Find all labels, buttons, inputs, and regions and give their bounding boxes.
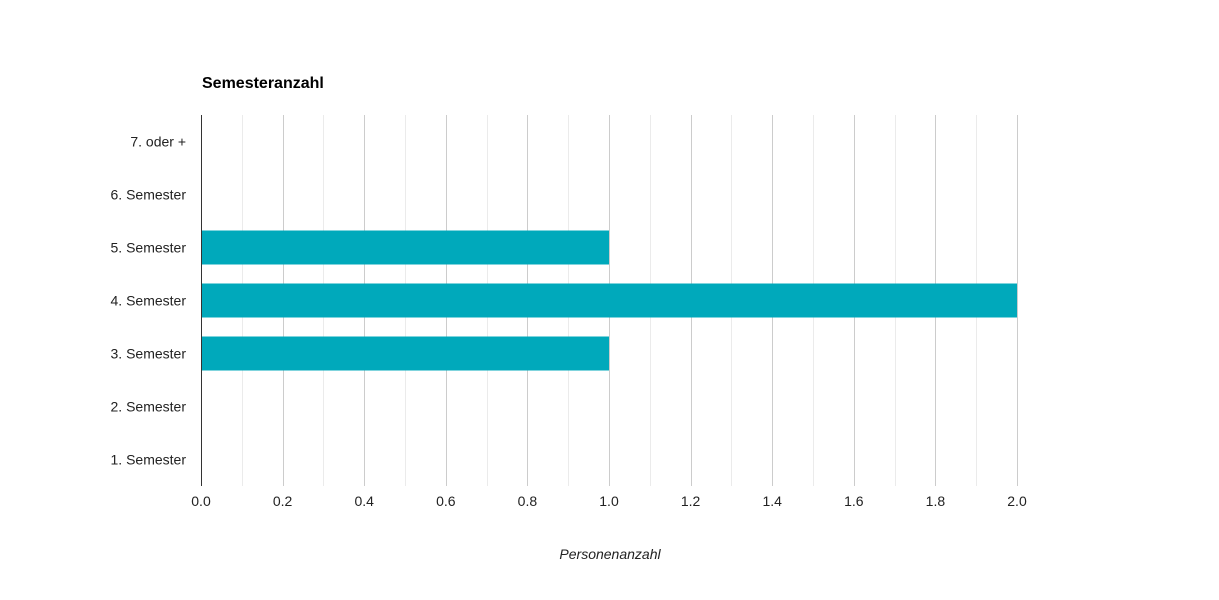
x-tick-label: 2.0 (1007, 493, 1027, 509)
x-tick-label: 0.2 (273, 493, 293, 509)
x-axis-title: Personenanzahl (559, 546, 661, 562)
y-tick-label: 4. Semester (111, 293, 187, 309)
y-tick-label: 7. oder + (130, 134, 186, 150)
x-tick-label: 1.6 (844, 493, 864, 509)
y-tick-label: 3. Semester (111, 346, 187, 362)
x-tick-label: 0.0 (191, 493, 211, 509)
bars (201, 124, 1017, 477)
chart-title: Semesteranzahl (202, 75, 324, 92)
y-tick-label: 1. Semester (111, 452, 187, 468)
x-tick-label: 0.8 (518, 493, 538, 509)
y-axis-labels: 7. oder + 6. Semester 5. Semester 4. Semest… (111, 134, 187, 468)
y-tick-label: 6. Semester (111, 187, 187, 203)
y-tick-label: 2. Semester (111, 399, 187, 415)
x-tick-label: 0.4 (354, 493, 374, 509)
x-axis-labels: 0.0 0.2 0.4 0.6 0.8 1.0 1.2 1.4 1.6 1.8 2.0 (191, 493, 1027, 509)
x-tick-label: 0.6 (436, 493, 456, 509)
y-tick-label: 5. Semester (111, 240, 187, 256)
bar-5-semester (201, 230, 609, 265)
x-tick-label: 1.4 (762, 493, 782, 509)
bar-3-semester (201, 336, 609, 371)
x-tick-label: 1.2 (681, 493, 701, 509)
bar-4-semester (201, 283, 1017, 318)
x-tick-label: 1.0 (599, 493, 619, 509)
x-tick-label: 1.8 (926, 493, 946, 509)
